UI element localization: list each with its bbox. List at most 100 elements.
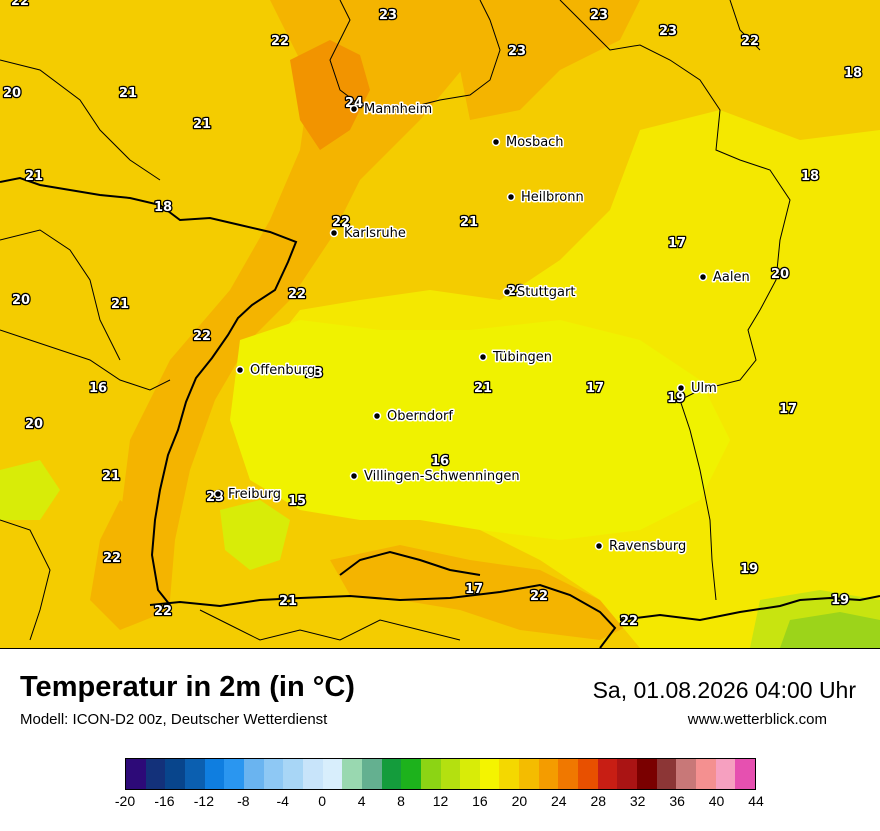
temperature-value: 21 xyxy=(193,117,211,132)
temperature-map: 23 23 23 22 22 20 21 24 21 18 23 21 18 18 22 21 17 20 20 21… xyxy=(0,0,880,648)
state-border-east-bavaria xyxy=(729,0,761,51)
border-lake xyxy=(339,550,481,576)
temperature-value: 23 xyxy=(379,8,397,23)
temperature-value: 20 xyxy=(3,86,21,101)
legend-swatch xyxy=(381,759,402,789)
temperature-value: 21 xyxy=(474,381,492,396)
legend-tick-label: -20 xyxy=(114,793,136,809)
legend-swatch xyxy=(578,759,598,789)
temperature-value: 20 xyxy=(12,293,30,308)
temperature-value: 22 xyxy=(332,215,350,230)
temperature-value: 20 xyxy=(25,417,43,432)
mannheim-hot-zone xyxy=(290,40,370,150)
city-offenburg: Offenburg xyxy=(235,362,317,380)
city-dot xyxy=(502,287,512,297)
city-label: Freiburg xyxy=(228,487,281,502)
temperature-value: 17 xyxy=(465,582,483,597)
legend-tick-label: -16 xyxy=(154,793,175,809)
temperature-value: 15 xyxy=(288,494,306,509)
legend-tick-label: 24 xyxy=(551,793,567,809)
regional-border-west-3 xyxy=(0,59,161,181)
temperature-value: 21 xyxy=(119,86,137,101)
legend-tick-label: 28 xyxy=(590,793,607,809)
legend-swatch xyxy=(361,759,382,789)
legend-swatch xyxy=(499,759,520,789)
legend-swatch xyxy=(322,759,343,789)
legend-swatch xyxy=(617,759,638,789)
legend-swatch xyxy=(558,759,579,789)
temperature-value: 16 xyxy=(89,381,107,396)
city-label: Ulm xyxy=(691,381,717,396)
city-label: Karlsruhe xyxy=(344,226,406,241)
temperature-value: 21 xyxy=(460,215,478,230)
temperature-value: 22 xyxy=(507,284,525,299)
legend-tick-label: 36 xyxy=(669,793,685,809)
temperature-value: 22 xyxy=(154,604,172,619)
city-stuttgart: Stuttgart xyxy=(502,284,577,302)
city-villingen-schwenningen: Villingen-Schwenningen xyxy=(349,468,521,486)
city-label: Ravensburg xyxy=(609,539,686,554)
map-footer: Temperatur in 2m (in °C) Modell: ICON-D2… xyxy=(0,648,880,831)
city-t-bingen: Tübingen xyxy=(478,349,554,367)
border-france-germany xyxy=(0,176,298,606)
temperature-value: 21 xyxy=(102,469,120,484)
city-label: Tübingen xyxy=(492,350,552,365)
legend-swatch xyxy=(479,759,500,789)
city-dot xyxy=(506,192,516,202)
temperature-value: 21 xyxy=(279,594,297,609)
city-mosbach: Mosbach xyxy=(491,134,565,152)
regional-border-swiss xyxy=(199,609,461,641)
city-markers: Mannheim Mosbach Heilbronn Karlsruhe Stuttga… xyxy=(213,101,751,556)
regional-border-west-2 xyxy=(0,229,121,361)
city-dot xyxy=(594,541,604,551)
temperature-value: 18 xyxy=(801,169,819,184)
temperature-value: 22 xyxy=(288,287,306,302)
legend-tick-label: 20 xyxy=(511,793,528,809)
regional-border-west xyxy=(0,329,171,391)
temperature-value: 19 xyxy=(740,562,758,577)
model-source: Modell: ICON-D2 00z, Deutscher Wetterdie… xyxy=(20,711,328,728)
legend-swatch xyxy=(597,759,618,789)
city-dot xyxy=(372,411,382,421)
legend-swatch xyxy=(538,759,559,789)
city-label: Offenburg xyxy=(250,363,315,378)
state-borders xyxy=(0,0,791,641)
legend-swatch xyxy=(735,759,755,789)
legend-swatch xyxy=(401,759,421,789)
city-dot xyxy=(491,137,501,147)
city-ulm: Ulm xyxy=(676,380,718,398)
temperature-value: 22 xyxy=(530,589,548,604)
temperature-value: 22 xyxy=(620,614,638,629)
city-freiburg: Freiburg xyxy=(213,486,283,504)
website-label: www.wetterblick.com xyxy=(687,711,827,728)
temperature-value: 17 xyxy=(586,381,604,396)
legend-tick-label: 40 xyxy=(708,793,725,809)
legend-tick-label: 32 xyxy=(629,793,646,809)
northeast-warm-zone xyxy=(460,0,640,120)
temperature-value: 22 xyxy=(103,551,121,566)
legend-tick-label: 0 xyxy=(318,793,327,809)
legend-swatch xyxy=(460,759,480,789)
city-dot xyxy=(213,489,223,499)
legend-swatch xyxy=(715,759,736,789)
legend-tick-label: 4 xyxy=(357,793,366,809)
legend-swatch xyxy=(224,759,244,789)
city-oberndorf: Oberndorf xyxy=(372,408,455,426)
city-label: Aalen xyxy=(713,270,750,285)
temperature-value: 22 xyxy=(11,0,29,9)
temperature-value: 19 xyxy=(667,391,685,406)
city-label: Mannheim xyxy=(364,102,432,117)
legend-swatch xyxy=(126,759,146,789)
cold-spot-southeast-green xyxy=(780,612,880,648)
legend-swatch xyxy=(519,759,539,789)
legend-swatch xyxy=(342,759,362,789)
legend-tick-label: -8 xyxy=(237,793,250,809)
temperature-value: 23 xyxy=(659,24,677,39)
temperature-value: 21 xyxy=(111,297,129,312)
legend-swatch xyxy=(184,759,205,789)
temperature-value: 18 xyxy=(154,200,172,215)
temperature-value: 18 xyxy=(844,66,862,81)
temperature-value: 21 xyxy=(25,169,43,184)
cold-spot-west xyxy=(0,460,60,520)
cold-spot-freiburg xyxy=(220,500,290,570)
